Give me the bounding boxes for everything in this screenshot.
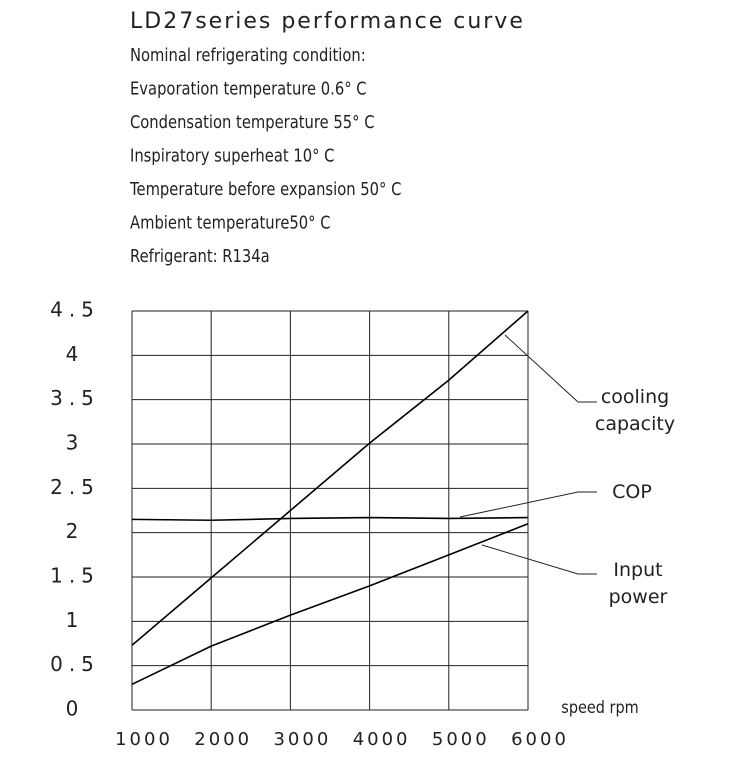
y-tick-label: 3 [66, 431, 85, 455]
subtitle-line: Condensation temperature 55° C [130, 112, 374, 133]
y-tick-label: 4.5 [50, 298, 100, 322]
series-line [131, 516, 529, 522]
subtitle-line: Inspiratory superheat 10° C [130, 145, 334, 166]
leader-lines [459, 334, 597, 575]
leader-line [459, 491, 597, 518]
series-line [131, 310, 529, 646]
y-tick-label: 0.5 [50, 652, 100, 676]
series-line [131, 523, 529, 686]
x-tick-label: 6000 [511, 729, 569, 750]
x-tick-label: 3000 [273, 729, 331, 750]
y-tick-label: 3.5 [50, 386, 100, 410]
leader-line [481, 544, 597, 575]
y-tick-label: 1 [66, 608, 85, 632]
y-tick-label: 1.5 [50, 564, 100, 588]
chart-title: LD27series performance curve [130, 9, 525, 34]
subtitle-line: Nominal refrigerating condition: [130, 45, 366, 66]
x-tick-label: 4000 [353, 729, 411, 750]
y-tick-label: 2 [66, 519, 85, 543]
x-tick-label: 2000 [194, 729, 252, 750]
series-label: COP [612, 481, 652, 503]
y-tick-label: 0 [66, 697, 85, 721]
x-tick-label: 5000 [432, 729, 490, 750]
leader-line [504, 334, 597, 403]
y-tick-label: 2.5 [50, 475, 100, 499]
subtitle-line: Temperature before expansion 50° C [129, 179, 401, 200]
subtitle-line: Refrigerant: R134a [130, 246, 270, 267]
subtitle-line: Evaporation temperature 0.6° C [130, 78, 367, 99]
series-label: Input power [608, 559, 668, 608]
subtitle-line: Ambient temperature50° C [130, 212, 331, 233]
x-tick-label: 1000 [115, 729, 173, 750]
y-tick-label: 4 [66, 342, 85, 366]
x-axis-label: speed rpm [561, 697, 638, 717]
series-label: cooling capacity [594, 386, 676, 435]
